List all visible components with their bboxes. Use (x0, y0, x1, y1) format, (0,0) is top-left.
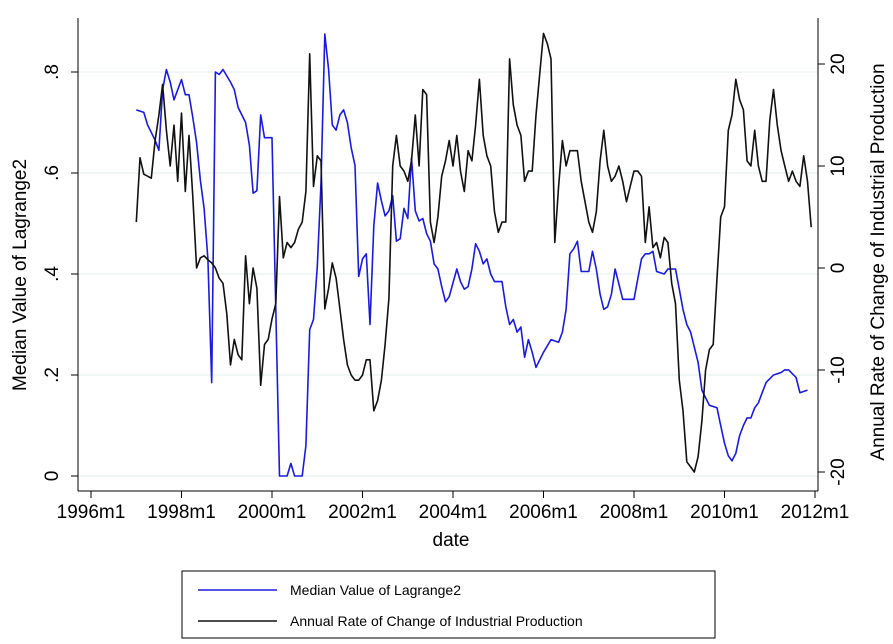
legend-label-series-2: Annual Rate of Change of Industrial Prod… (290, 613, 583, 629)
x-tick-label: 2002m1 (328, 502, 397, 523)
ticks-layer: 0 .2 .4 .6 .8 -20 -10 0 10 20 1996m1 1998m1 2000m1 20… (42, 53, 849, 523)
x-tick-label: 2010m1 (690, 502, 759, 523)
series-line-1 (136, 33, 808, 477)
series-line-2 (135, 32, 812, 473)
x-tick-label: 2004m1 (419, 502, 488, 523)
y-left-tick-label: .2 (42, 367, 63, 383)
y-left-tick-label: 0 (42, 471, 63, 482)
y-right-tick-label: -20 (828, 458, 849, 485)
x-tick-label: 2006m1 (509, 502, 578, 523)
axes (77, 18, 819, 492)
series-layer (135, 32, 812, 477)
x-tick-label: 2000m1 (238, 502, 307, 523)
y-axis-right-title: Annual Rate of Change of Industrial Prod… (868, 63, 889, 460)
y-left-tick-label: .4 (42, 266, 63, 282)
x-tick-label: 1998m1 (147, 502, 216, 523)
x-tick-label: 2012m1 (781, 502, 850, 523)
y-right-tick-label: 10 (828, 155, 849, 176)
legend: Median Value of Lagrange2 Annual Rate of… (181, 570, 716, 639)
y-axis-left-title: Median Value of Lagrange2 (10, 159, 31, 391)
x-tick-label: 1996m1 (57, 502, 126, 523)
legend-box (181, 570, 716, 639)
x-tick-label: 2008m1 (600, 502, 669, 523)
x-axis-title: date (433, 530, 470, 551)
y-right-tick-label: 20 (828, 53, 849, 74)
y-right-tick-label: -10 (828, 356, 849, 383)
y-left-tick-label: .6 (42, 165, 63, 181)
y-left-tick-label: .8 (42, 64, 63, 80)
gridlines (78, 71, 818, 477)
legend-label-series-1: Median Value of Lagrange2 (290, 582, 461, 598)
y-right-tick-label: 0 (828, 263, 849, 274)
